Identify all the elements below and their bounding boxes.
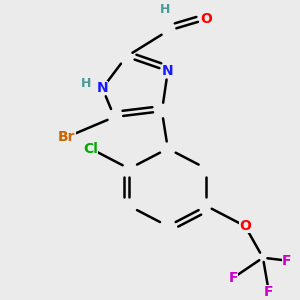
Text: F: F [264,285,274,299]
Text: F: F [282,254,292,268]
Text: N: N [97,81,108,95]
Text: Br: Br [58,130,76,144]
Text: F: F [229,271,238,285]
Text: O: O [239,219,251,233]
Text: H: H [81,76,91,90]
Text: H: H [160,3,170,16]
Text: Cl: Cl [83,142,98,156]
Text: O: O [200,12,212,26]
Text: N: N [162,64,174,78]
